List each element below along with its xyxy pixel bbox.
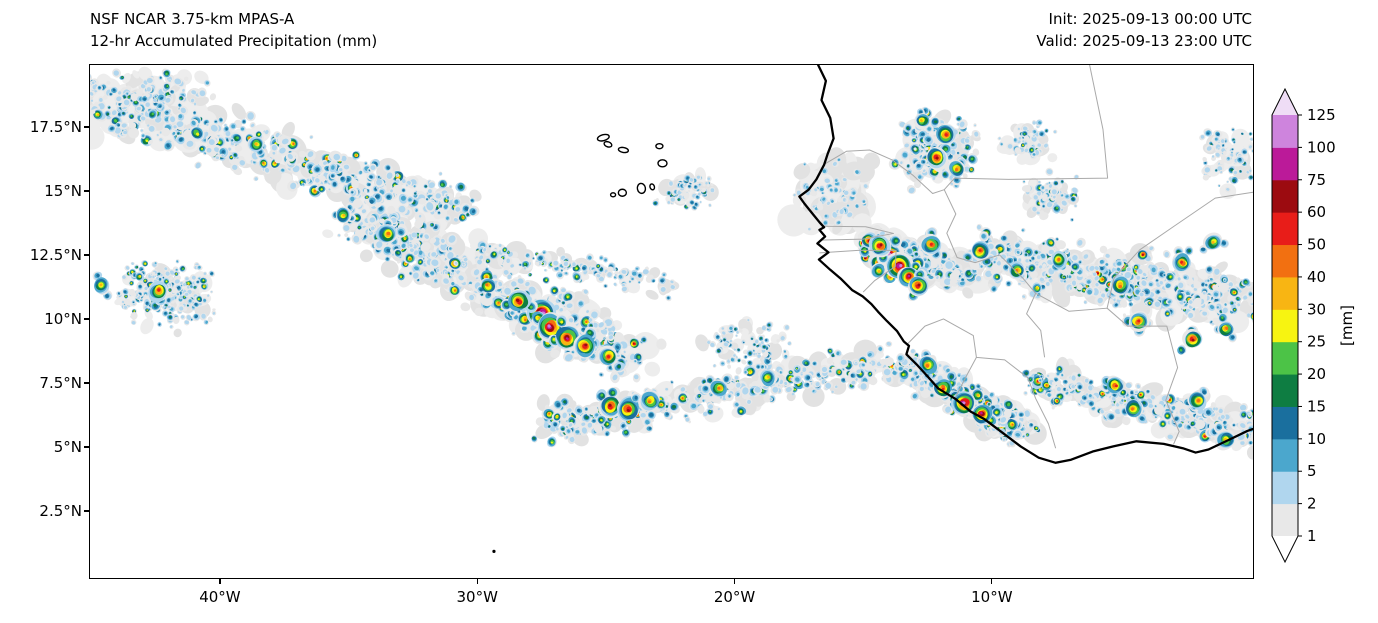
colorbar-unit-label: [mm] — [1338, 305, 1356, 346]
colorbar-tick-label: 5 — [1307, 462, 1317, 480]
colorbar-tick-label: 100 — [1307, 138, 1336, 156]
colorbar-tick-label: 2 — [1307, 495, 1317, 513]
timestamps: Init: 2025-09-13 00:00 UTC Valid: 2025-0… — [1036, 8, 1252, 52]
colorbar-band — [1272, 406, 1298, 440]
colorbar-tick-label: 30 — [1307, 300, 1326, 318]
valid-time: Valid: 2025-09-13 23:00 UTC — [1036, 32, 1252, 50]
colorbar-band — [1272, 471, 1298, 505]
title-line-1: NSF NCAR 3.75-km MPAS-A — [90, 10, 295, 28]
y-tick-label: 10°N — [44, 309, 82, 328]
plot-title: NSF NCAR 3.75-km MPAS-A 12-hr Accumulate… — [90, 8, 377, 52]
colorbar-tick-label: 50 — [1307, 236, 1326, 254]
x-tick-label: 40°W — [199, 588, 241, 606]
y-tick-label: 5°N — [53, 437, 82, 456]
colorbar-band — [1272, 438, 1298, 472]
colorbar-tick-label: 15 — [1307, 397, 1326, 415]
colorbar-tick-label: 1 — [1307, 527, 1317, 545]
x-tick-label: 30°W — [456, 588, 498, 606]
colorbar-tick-label: 10 — [1307, 430, 1326, 448]
colorbar-band — [1272, 276, 1298, 310]
colorbar-tick-label: 40 — [1307, 268, 1326, 286]
colorbar-over-arrow — [1272, 89, 1298, 115]
y-tick-label: 15°N — [44, 181, 82, 200]
colorbar-band — [1272, 341, 1298, 375]
colorbar-band — [1272, 115, 1298, 148]
colorbar-tick-label: 60 — [1307, 203, 1326, 221]
x-tick-mark — [733, 579, 736, 584]
colorbar-band — [1272, 374, 1298, 407]
map-plot-area — [89, 64, 1254, 579]
colorbar-band — [1272, 179, 1298, 213]
colorbar-band — [1272, 244, 1298, 278]
y-tick-label: 12.5°N — [29, 245, 82, 264]
x-tick-label: 10°W — [971, 588, 1013, 606]
x-tick-mark — [476, 579, 478, 584]
x-tick-mark — [991, 579, 993, 584]
y-tick-label: 2.5°N — [39, 501, 82, 520]
colorbar-under-arrow — [1272, 536, 1298, 562]
y-tick-label: 17.5°N — [29, 117, 82, 136]
colorbar-tick-label: 75 — [1307, 171, 1326, 189]
x-tick-mark — [219, 579, 221, 584]
colorbar-band — [1272, 309, 1298, 343]
colorbar-band — [1272, 212, 1298, 246]
colorbar-band — [1272, 147, 1298, 181]
colorbar-tick-label: 25 — [1307, 333, 1326, 351]
x-tick-label: 20°W — [713, 588, 756, 606]
colorbar-tick-label: 20 — [1307, 365, 1326, 383]
colorbar-band — [1272, 503, 1298, 537]
precip-map-canvas — [90, 65, 1253, 578]
y-tick-label: 7.5°N — [39, 373, 82, 392]
colorbar-tick-label: 125 — [1307, 106, 1336, 124]
init-time: Init: 2025-09-13 00:00 UTC — [1048, 10, 1252, 28]
title-line-2: 12-hr Accumulated Precipitation (mm) — [90, 32, 378, 50]
